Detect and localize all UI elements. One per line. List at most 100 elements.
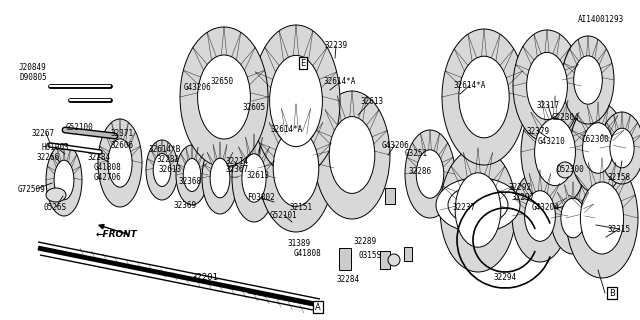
Text: B: B: [609, 289, 615, 298]
Ellipse shape: [525, 191, 556, 241]
Ellipse shape: [580, 182, 623, 254]
Ellipse shape: [329, 116, 375, 193]
Text: 32650: 32650: [211, 76, 234, 85]
Text: 32613: 32613: [360, 98, 383, 107]
Ellipse shape: [405, 130, 455, 218]
Text: 32369: 32369: [173, 201, 196, 210]
Bar: [404, 247, 412, 261]
Text: 0526S: 0526S: [44, 203, 67, 212]
Text: 32151: 32151: [289, 203, 312, 212]
Text: G42706: G42706: [93, 173, 121, 182]
Bar: [385, 188, 395, 204]
Ellipse shape: [566, 158, 638, 278]
Text: 32282: 32282: [156, 155, 180, 164]
Ellipse shape: [512, 170, 568, 262]
Text: 32297: 32297: [511, 194, 534, 203]
Text: F03802: F03802: [247, 194, 275, 203]
Ellipse shape: [108, 139, 132, 187]
Text: G52100: G52100: [66, 123, 94, 132]
Text: G3251: G3251: [404, 148, 428, 157]
Ellipse shape: [146, 140, 178, 200]
Ellipse shape: [582, 123, 613, 173]
Text: 32614*A: 32614*A: [271, 125, 303, 134]
Ellipse shape: [436, 178, 520, 232]
Text: G43206: G43206: [184, 83, 212, 92]
Text: G41808: G41808: [93, 164, 121, 172]
Ellipse shape: [521, 96, 589, 208]
Ellipse shape: [527, 52, 568, 120]
Text: 32368: 32368: [179, 177, 202, 186]
Text: H01003: H01003: [41, 142, 69, 151]
Text: G43210: G43210: [537, 137, 565, 146]
Ellipse shape: [153, 154, 171, 187]
Text: G52101: G52101: [270, 211, 298, 220]
Text: 32371: 32371: [111, 130, 134, 139]
Text: G22304: G22304: [551, 114, 579, 123]
Text: 32267: 32267: [31, 129, 54, 138]
Text: 32614*A: 32614*A: [324, 77, 356, 86]
Ellipse shape: [416, 150, 444, 198]
Ellipse shape: [561, 198, 585, 238]
Text: G43204: G43204: [532, 203, 560, 212]
Text: ←FRONT: ←FRONT: [95, 230, 137, 239]
Ellipse shape: [273, 130, 319, 206]
Ellipse shape: [562, 36, 614, 124]
Text: AI14001293: AI14001293: [578, 15, 624, 25]
Text: 32379: 32379: [527, 126, 550, 135]
Text: 32614*B: 32614*B: [149, 146, 181, 155]
Ellipse shape: [455, 173, 501, 247]
Ellipse shape: [54, 160, 74, 200]
Text: 32201: 32201: [191, 274, 218, 283]
Text: 32317: 32317: [536, 100, 559, 109]
Ellipse shape: [242, 154, 266, 202]
Text: E: E: [300, 59, 306, 68]
Text: 32292: 32292: [508, 183, 532, 193]
Text: 32158: 32158: [607, 172, 630, 181]
Text: 0315S: 0315S: [358, 251, 381, 260]
Ellipse shape: [252, 25, 340, 177]
Text: D90805: D90805: [19, 74, 47, 83]
Text: 32237: 32237: [452, 204, 476, 212]
Ellipse shape: [388, 254, 400, 266]
Text: 32284: 32284: [337, 275, 360, 284]
Text: A: A: [315, 302, 321, 311]
Ellipse shape: [448, 186, 508, 225]
Text: D52300: D52300: [556, 164, 584, 173]
Ellipse shape: [442, 29, 526, 165]
Ellipse shape: [513, 30, 581, 142]
Ellipse shape: [202, 142, 238, 214]
Text: 32315: 32315: [607, 225, 630, 234]
Ellipse shape: [183, 158, 201, 191]
Ellipse shape: [600, 112, 640, 184]
Ellipse shape: [269, 55, 323, 147]
Text: 32605: 32605: [243, 103, 266, 113]
Ellipse shape: [46, 188, 66, 202]
Text: 32613: 32613: [159, 165, 182, 174]
Text: 31389: 31389: [287, 239, 310, 249]
Text: G41808: G41808: [294, 250, 322, 259]
Ellipse shape: [534, 118, 575, 186]
Ellipse shape: [459, 56, 509, 138]
Ellipse shape: [573, 56, 602, 104]
Ellipse shape: [198, 55, 250, 139]
Ellipse shape: [180, 27, 268, 167]
Text: 32266: 32266: [36, 153, 60, 162]
Text: 32239: 32239: [324, 42, 348, 51]
Ellipse shape: [232, 134, 276, 222]
Text: 32614*A: 32614*A: [454, 81, 486, 90]
Text: 32294: 32294: [493, 274, 516, 283]
Ellipse shape: [46, 144, 82, 216]
Text: C62300: C62300: [581, 134, 609, 143]
Ellipse shape: [440, 148, 516, 272]
Bar: [339, 248, 351, 270]
Text: 32613: 32613: [246, 171, 269, 180]
Text: 32286: 32286: [408, 167, 431, 177]
Text: G43206: G43206: [381, 140, 409, 149]
Text: 32214: 32214: [225, 156, 248, 165]
Text: 32367: 32367: [225, 165, 248, 174]
Ellipse shape: [176, 145, 208, 205]
Bar: [380, 251, 390, 269]
Text: J20849: J20849: [19, 63, 47, 73]
Ellipse shape: [210, 158, 230, 198]
Text: 32284: 32284: [88, 153, 111, 162]
